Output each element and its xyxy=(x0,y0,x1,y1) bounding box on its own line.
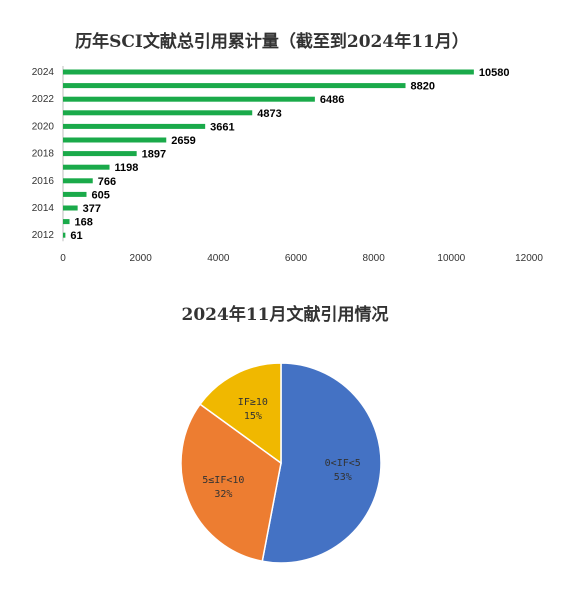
bar-2018 xyxy=(63,151,137,157)
bar-2014 xyxy=(63,205,78,211)
bar-value-label: 61 xyxy=(70,230,82,242)
bar-category-label: 2012 xyxy=(32,230,55,241)
bar-value-label: 377 xyxy=(83,203,101,215)
bar-value-label: 4873 xyxy=(257,108,281,120)
x-tick-label: 0 xyxy=(60,253,66,264)
bar-2022 xyxy=(63,96,315,102)
pie-slice-name: 5≤IF<10 xyxy=(202,475,244,486)
pie-slice-2 xyxy=(199,362,282,465)
pie-slice-percent: 53% xyxy=(334,472,352,483)
bar-category-label: 2022 xyxy=(32,94,55,105)
x-tick-label: 4000 xyxy=(207,253,230,264)
bar-category-label: 2014 xyxy=(32,203,55,214)
bar-value-label: 3661 xyxy=(210,121,234,133)
pie-slice-percent: 32% xyxy=(214,489,232,500)
pie-slice-0 xyxy=(261,362,382,564)
pie-chart: 0<IF<5 53% 5≤IF<10 32% IF≥10 15% xyxy=(180,362,382,564)
pie-slice-1 xyxy=(180,403,282,563)
bar-category-label: 2024 xyxy=(32,67,55,78)
bar-value-label: 168 xyxy=(75,217,93,229)
bar-2020 xyxy=(63,123,206,129)
bar-value-label: 605 xyxy=(91,189,109,201)
bar-2017 xyxy=(63,164,110,170)
bar-category-label: 2018 xyxy=(32,149,55,160)
bar-2023 xyxy=(63,83,406,89)
bar-2016 xyxy=(63,178,93,184)
bar-2015 xyxy=(63,191,87,197)
x-tick-label: 6000 xyxy=(285,253,308,264)
bar-value-label: 10580 xyxy=(479,67,510,79)
pie-slice-name: 0<IF<5 xyxy=(325,458,361,469)
bar-chart-title: 历年SCI文献总引用累计量（截至到2024年11月） xyxy=(75,31,469,52)
x-tick-label: 8000 xyxy=(363,253,386,264)
bar-2012 xyxy=(63,232,66,238)
bar-2021 xyxy=(63,110,253,116)
pie-slice-percent: 15% xyxy=(244,411,262,422)
bar-value-label: 8820 xyxy=(411,81,435,93)
bar-value-label: 6486 xyxy=(320,94,344,106)
bar-value-label: 2659 xyxy=(171,135,195,147)
x-tick-label: 10000 xyxy=(437,253,465,264)
bar-category-label: 2016 xyxy=(32,176,55,187)
bar-value-label: 1897 xyxy=(142,149,166,161)
bar-category-label: 2020 xyxy=(32,121,55,132)
pie-slice-name: IF≥10 xyxy=(238,397,268,408)
bar-value-label: 1198 xyxy=(115,162,139,174)
bar-2024 xyxy=(63,69,474,75)
bar-2019 xyxy=(63,137,167,143)
x-tick-label: 12000 xyxy=(515,253,543,264)
x-tick-label: 2000 xyxy=(130,253,153,264)
bar-2013 xyxy=(63,219,70,225)
bar-value-label: 766 xyxy=(98,176,116,188)
pie-chart-title: 2024年11月文献引用情况 xyxy=(182,304,389,325)
bar-chart: 10580 2024 8820 6486 2022 4873 3661 2020 2659 189… xyxy=(32,66,543,264)
